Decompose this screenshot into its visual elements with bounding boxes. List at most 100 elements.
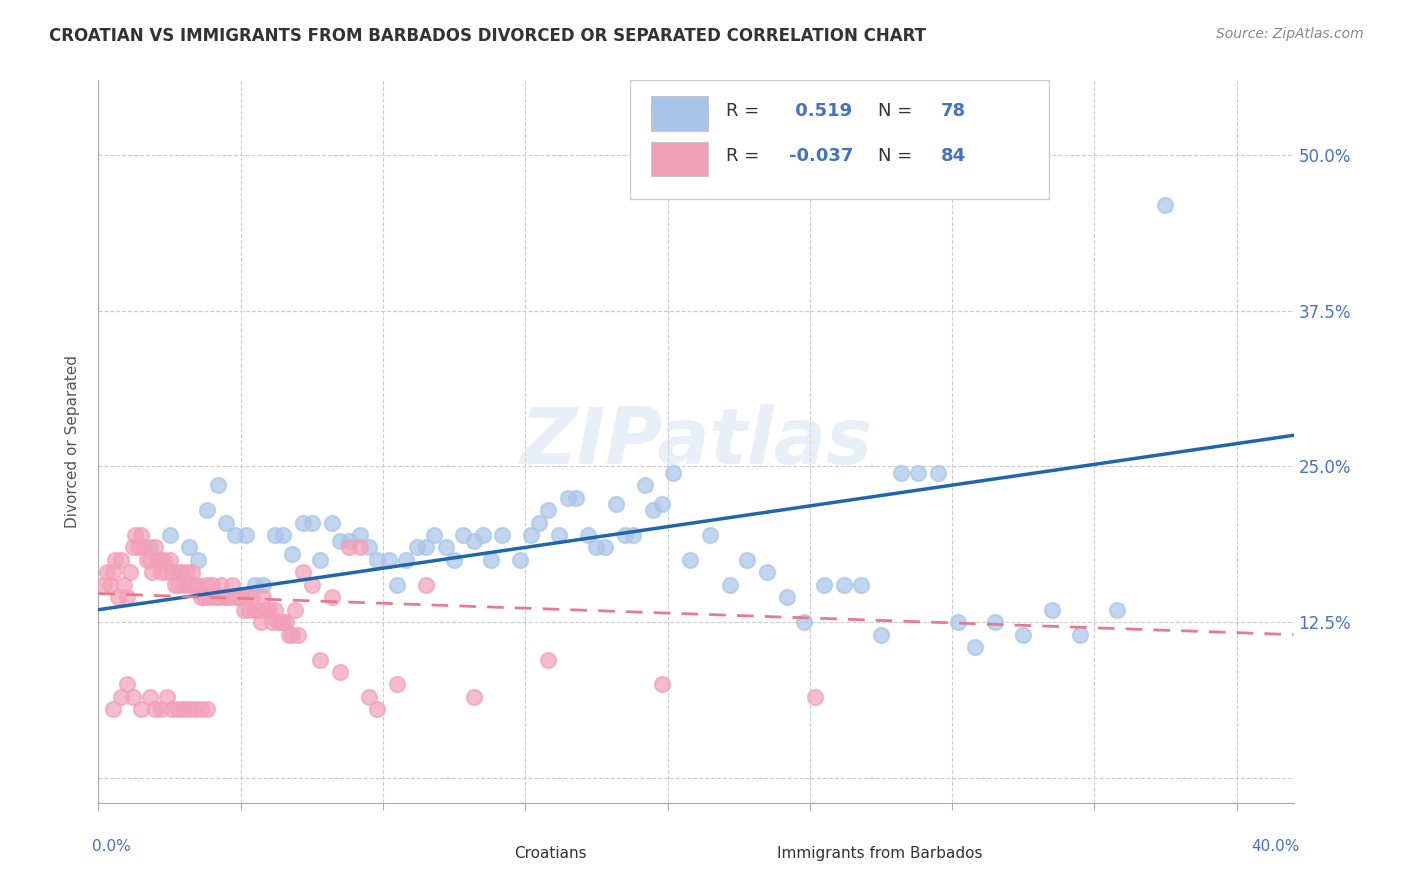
Point	[284, 603, 307, 617]
Point	[138, 553, 160, 567]
Point	[984, 615, 1007, 630]
Point	[634, 478, 657, 492]
Point	[890, 466, 912, 480]
Point	[357, 690, 380, 704]
Point	[321, 516, 343, 530]
Point	[301, 516, 323, 530]
Text: ZIPatlas: ZIPatlas	[520, 403, 872, 480]
Point	[309, 652, 332, 666]
Point	[321, 591, 343, 605]
Point	[101, 566, 124, 580]
Point	[232, 603, 254, 617]
Point	[270, 615, 292, 630]
Point	[1107, 603, 1129, 617]
Point	[963, 640, 986, 654]
Text: Source: ZipAtlas.com: Source: ZipAtlas.com	[1216, 27, 1364, 41]
Point	[190, 702, 212, 716]
Point	[434, 541, 457, 555]
Point	[699, 528, 721, 542]
Point	[101, 702, 124, 716]
Point	[349, 541, 371, 555]
Point	[718, 578, 741, 592]
Point	[209, 578, 232, 592]
Point	[212, 591, 235, 605]
Point	[254, 603, 277, 617]
Point	[138, 541, 160, 555]
Text: R =: R =	[725, 147, 765, 165]
Point	[776, 591, 799, 605]
Point	[184, 578, 207, 592]
Point	[184, 702, 207, 716]
Point	[385, 578, 409, 592]
Point	[167, 702, 190, 716]
Point	[121, 541, 143, 555]
Text: 0.519: 0.519	[789, 103, 852, 120]
Point	[129, 702, 152, 716]
Point	[406, 541, 429, 555]
Point	[224, 591, 246, 605]
Point	[1069, 627, 1091, 641]
Point	[115, 591, 138, 605]
Point	[162, 566, 184, 580]
Point	[337, 534, 360, 549]
Point	[301, 578, 323, 592]
FancyBboxPatch shape	[720, 842, 765, 870]
Point	[215, 516, 238, 530]
Point	[173, 702, 195, 716]
Point	[124, 528, 146, 542]
Point	[243, 603, 266, 617]
Y-axis label: Divorced or Separated: Divorced or Separated	[65, 355, 80, 528]
Text: R =: R =	[725, 103, 765, 120]
Point	[156, 690, 179, 704]
Point	[173, 578, 195, 592]
Text: -0.037: -0.037	[789, 147, 853, 165]
Point	[193, 591, 215, 605]
Point	[263, 603, 285, 617]
Text: Croatians: Croatians	[515, 846, 586, 861]
Text: 78: 78	[941, 103, 966, 120]
Point	[156, 566, 179, 580]
Point	[263, 528, 285, 542]
Point	[260, 615, 283, 630]
Point	[104, 553, 127, 567]
Point	[292, 566, 315, 580]
Point	[309, 553, 332, 567]
Point	[246, 603, 269, 617]
Point	[662, 466, 685, 480]
Point	[148, 553, 170, 567]
Point	[224, 528, 246, 542]
Point	[187, 578, 209, 592]
Point	[463, 534, 485, 549]
Point	[96, 566, 118, 580]
Point	[927, 466, 949, 480]
Point	[537, 503, 560, 517]
Point	[813, 578, 835, 592]
Point	[243, 578, 266, 592]
Point	[187, 553, 209, 567]
Point	[249, 615, 271, 630]
Point	[292, 516, 315, 530]
FancyBboxPatch shape	[630, 80, 1049, 200]
Text: N =: N =	[877, 103, 918, 120]
Point	[118, 566, 141, 580]
Point	[150, 553, 173, 567]
Point	[415, 541, 437, 555]
Point	[281, 627, 304, 641]
Point	[238, 603, 260, 617]
Point	[252, 578, 274, 592]
Point	[127, 541, 149, 555]
Point	[93, 578, 115, 592]
Text: N =: N =	[877, 147, 918, 165]
Point	[451, 528, 474, 542]
Point	[141, 566, 163, 580]
Point	[276, 615, 298, 630]
Point	[198, 591, 221, 605]
Point	[179, 541, 201, 555]
Point	[537, 652, 560, 666]
Point	[651, 677, 673, 691]
Point	[593, 541, 616, 555]
Point	[143, 702, 166, 716]
Point	[520, 528, 543, 542]
Point	[281, 547, 304, 561]
Point	[240, 591, 263, 605]
